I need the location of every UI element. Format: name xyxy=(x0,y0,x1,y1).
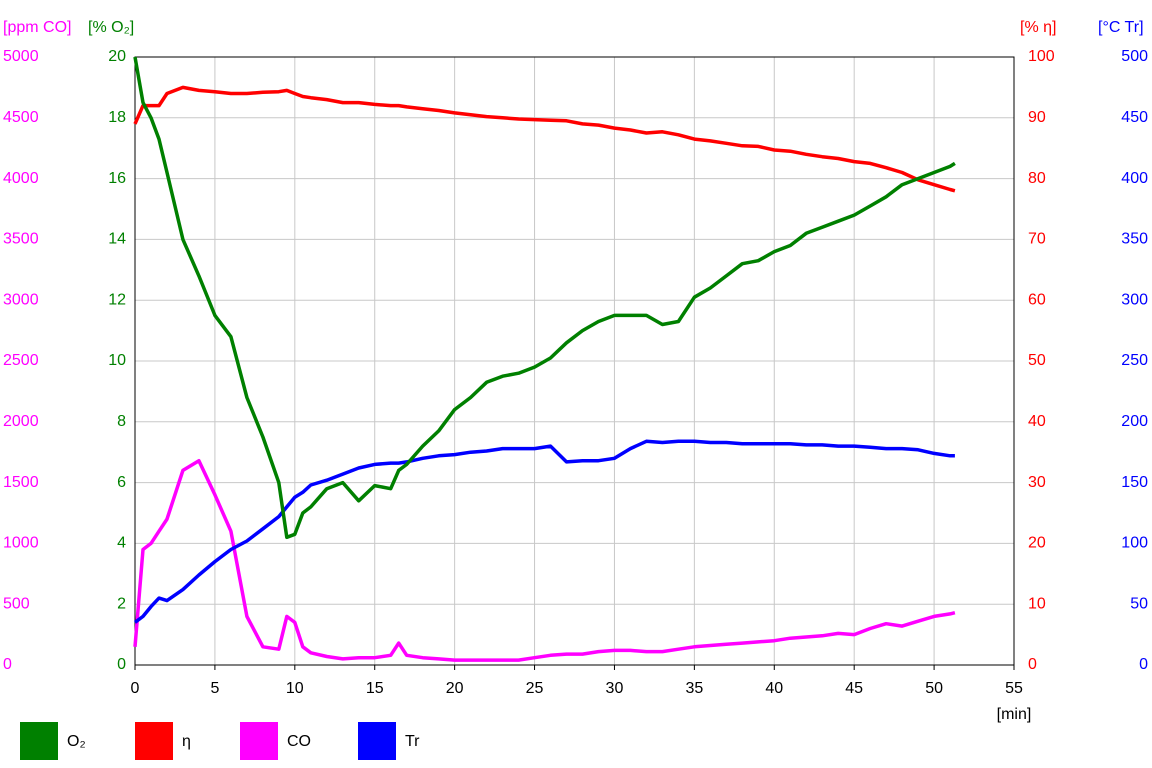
y-tick-label: 10 xyxy=(108,352,126,369)
y-tick-label: 4 xyxy=(117,535,126,552)
y-tick-label: 400 xyxy=(1121,170,1148,187)
y-tick-label: 3500 xyxy=(3,231,39,248)
series-line xyxy=(133,85,956,193)
y-axis-label: [°C Tr] xyxy=(1098,19,1144,36)
y-tick-label: 80 xyxy=(1028,170,1046,187)
y-tick-label: 12 xyxy=(108,291,126,308)
y-tick-label: 0 xyxy=(1028,656,1037,673)
y-tick-label: 100 xyxy=(1121,535,1148,552)
x-tick-label: 40 xyxy=(765,680,783,697)
y-tick-label: 60 xyxy=(1028,291,1046,308)
series-line xyxy=(133,56,956,540)
plot-border xyxy=(134,56,1015,666)
y-axis-label: [% O₂] xyxy=(88,19,134,36)
y-tick-label: 14 xyxy=(108,231,126,248)
y-tick-label: 150 xyxy=(1121,474,1148,491)
y-tick-label: 10 xyxy=(1028,595,1046,612)
y-axis-label: [% η] xyxy=(1020,19,1056,36)
x-axis-label: [min] xyxy=(997,706,1032,723)
y-axis-label: [ppm CO] xyxy=(3,19,71,36)
y-tick-label: 0 xyxy=(117,656,126,673)
x-tick-label: 15 xyxy=(366,680,384,697)
y-tick-label: 3000 xyxy=(3,291,39,308)
x-tick-label: 30 xyxy=(606,680,624,697)
y-tick-label: 8 xyxy=(117,413,126,430)
y-tick-label: 0 xyxy=(3,656,12,673)
y-tick-label: 200 xyxy=(1121,413,1148,430)
y-tick-label: 1500 xyxy=(3,474,39,491)
y-tick-label: 300 xyxy=(1121,291,1148,308)
legend-label: η xyxy=(182,733,191,750)
y-tick-label: 40 xyxy=(1028,413,1046,430)
y-tick-label: 2500 xyxy=(3,352,39,369)
y-tick-label: 500 xyxy=(1121,48,1148,65)
y-tick-label: 30 xyxy=(1028,474,1046,491)
legend-swatch xyxy=(135,722,173,760)
y-tick-label: 20 xyxy=(108,48,126,65)
x-tick-label: 10 xyxy=(286,680,304,697)
x-tick-label: 50 xyxy=(925,680,943,697)
y-tick-label: 500 xyxy=(3,595,30,612)
y-tick-label: 16 xyxy=(108,170,126,187)
y-tick-label: 6 xyxy=(117,474,126,491)
x-tick-label: 25 xyxy=(526,680,544,697)
y-tick-label: 4000 xyxy=(3,170,39,187)
x-tick-label: 0 xyxy=(131,680,140,697)
y-tick-label: 250 xyxy=(1121,352,1148,369)
legend-swatch xyxy=(358,722,396,760)
x-tick-label: 45 xyxy=(845,680,863,697)
y-tick-label: 100 xyxy=(1028,48,1055,65)
y-tick-label: 90 xyxy=(1028,109,1046,126)
y-tick-label: 1000 xyxy=(3,535,39,552)
y-tick-label: 350 xyxy=(1121,231,1148,248)
x-tick-label: 5 xyxy=(210,680,219,697)
legend-swatch xyxy=(20,722,58,760)
x-tick-label: 35 xyxy=(685,680,703,697)
y-tick-label: 18 xyxy=(108,109,126,126)
x-tick-label: 20 xyxy=(446,680,464,697)
y-tick-label: 2000 xyxy=(3,413,39,430)
x-tick-label: 55 xyxy=(1005,680,1023,697)
y-tick-label: 450 xyxy=(1121,109,1148,126)
y-tick-label: 70 xyxy=(1028,231,1046,248)
legend-label: CO xyxy=(287,733,311,750)
y-tick-label: 2 xyxy=(117,595,126,612)
legend-label: Tr xyxy=(405,733,420,750)
y-tick-label: 50 xyxy=(1028,352,1046,369)
series-line xyxy=(133,439,955,624)
y-tick-label: 0 xyxy=(1139,656,1148,673)
y-tick-label: 20 xyxy=(1028,535,1046,552)
legend-label: O₂ xyxy=(67,733,86,750)
series-line xyxy=(133,458,956,662)
legend-swatch xyxy=(240,722,278,760)
y-tick-label: 5000 xyxy=(3,48,39,65)
y-tick-label: 50 xyxy=(1130,595,1148,612)
y-tick-label: 4500 xyxy=(3,109,39,126)
